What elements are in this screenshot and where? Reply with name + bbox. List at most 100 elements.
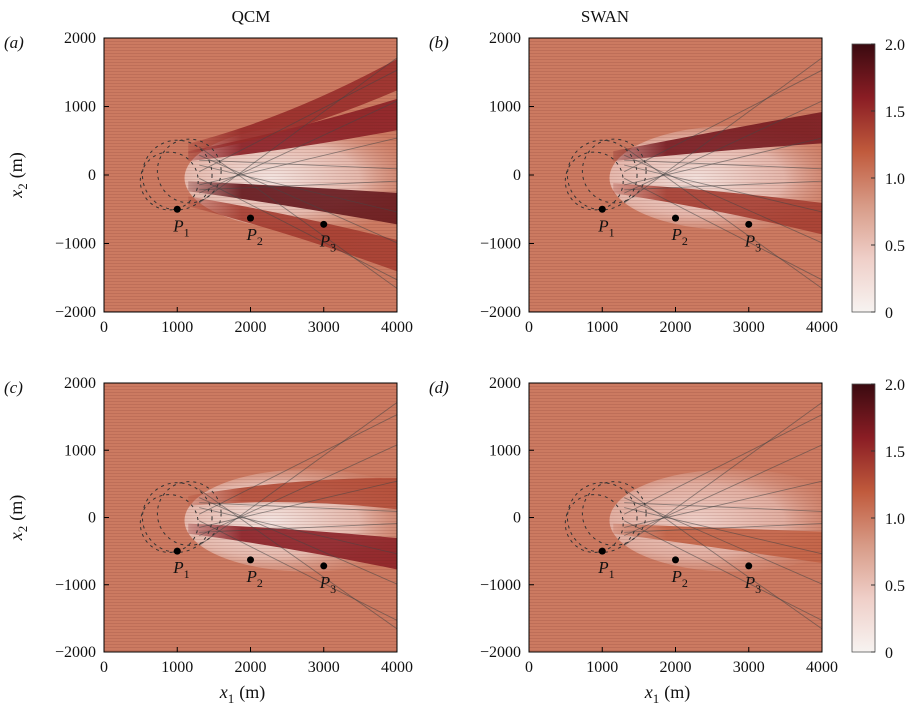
x-tick-label: 4000 <box>806 659 838 676</box>
ray-line <box>199 137 397 186</box>
ray-line <box>624 507 822 555</box>
x-tick-label: 1000 <box>161 659 193 676</box>
y-tick-label: 2000 <box>489 30 521 47</box>
y-tick-label: 2000 <box>489 375 521 392</box>
point-marker <box>598 205 606 213</box>
y-tick-label: −2000 <box>55 644 96 661</box>
colorbar-tick-label: 1.0 <box>885 171 905 188</box>
panel-label: (a) <box>4 33 24 52</box>
scatterer-outline <box>566 139 638 211</box>
point-marker <box>247 556 254 564</box>
x-tick-label: 4000 <box>381 659 413 676</box>
panel-label: (c) <box>4 378 23 397</box>
ray-line <box>199 507 397 555</box>
column-title-swan: SWAN <box>581 7 629 26</box>
ray-line <box>199 414 397 515</box>
ray-line <box>198 402 397 546</box>
point-label-sub: 2 <box>682 234 688 248</box>
ray-line <box>623 57 822 204</box>
y-tick-label: −1000 <box>55 236 96 253</box>
colorbar-tick-label: 0.5 <box>885 578 905 595</box>
ray-line <box>199 100 397 194</box>
x-tick-label: 0 <box>525 319 533 336</box>
colorbar-tick-label: 0.5 <box>885 238 905 255</box>
ray-line <box>624 137 822 186</box>
scatterer-outline <box>156 138 222 204</box>
hatch-overlay <box>529 383 822 652</box>
point-label-sub: 3 <box>330 240 336 254</box>
heatmap-field <box>104 383 397 652</box>
ray-line <box>199 480 397 528</box>
point-label-sub: 1 <box>609 567 615 581</box>
point-label-sub: 3 <box>330 582 336 596</box>
point-marker <box>672 556 679 564</box>
ray-line <box>199 69 397 173</box>
point-marker <box>173 547 181 555</box>
ray-line <box>624 444 822 537</box>
ray-line <box>199 164 397 213</box>
colorbar-tick-label: 2.0 <box>885 37 905 54</box>
ray-line <box>624 164 822 213</box>
point-marker <box>247 214 254 222</box>
y-tick-label: 1000 <box>489 99 521 116</box>
x-tick-label: 1000 <box>161 319 193 336</box>
x-tick-label: 0 <box>100 319 108 336</box>
colorbar-tick-label: 1.5 <box>885 104 905 121</box>
ray-line <box>199 520 397 621</box>
panel-label: (b) <box>429 33 449 52</box>
ray-line <box>623 402 822 546</box>
point-label-sub: 2 <box>682 576 688 590</box>
x-axis-label: x1 (m) <box>219 682 266 706</box>
hatch-overlay <box>529 38 822 312</box>
point-label-sub: 2 <box>257 576 263 590</box>
column-title-qcm: QCM <box>232 7 271 26</box>
ray-line <box>624 154 822 244</box>
ray-line <box>623 489 822 630</box>
point-marker <box>745 562 753 570</box>
panel-label: (d) <box>429 378 449 397</box>
x-tick-label: 2000 <box>660 659 692 676</box>
colorbar-tick-label: 0 <box>885 305 893 322</box>
y-tick-label: 2000 <box>64 375 96 392</box>
ray-line <box>624 177 822 281</box>
x-axis-label: x1 (m) <box>644 682 691 706</box>
x-tick-label: 0 <box>525 659 533 676</box>
ray-line <box>624 159 822 170</box>
heatmap-field <box>529 383 822 652</box>
ray-line <box>198 489 397 630</box>
heatmap-field <box>104 38 397 312</box>
ray-line <box>624 497 822 585</box>
ray-line <box>624 69 822 173</box>
x-tick-label: 1000 <box>586 319 618 336</box>
ray-line <box>199 444 397 537</box>
ray-line <box>199 159 397 170</box>
y-tick-label: 1000 <box>64 99 96 116</box>
y-tick-label: 0 <box>513 510 521 527</box>
y-axis-label: x2(m) <box>6 495 30 542</box>
x-tick-label: 3000 <box>308 319 340 336</box>
scatterer-outline <box>139 151 199 211</box>
ray-line <box>199 180 397 191</box>
ray-line <box>199 497 397 585</box>
scatterer-outline <box>564 494 624 553</box>
y-tick-label: 1000 <box>64 442 96 459</box>
y-tick-label: −2000 <box>480 644 521 661</box>
ray-line <box>624 502 822 512</box>
x-tick-label: 2000 <box>235 319 267 336</box>
scatterer-outline <box>139 494 199 553</box>
y-tick-label: −1000 <box>480 577 521 594</box>
ray-line <box>624 480 822 528</box>
ray-line <box>624 523 822 533</box>
point-label-sub: 3 <box>755 582 761 596</box>
colorbar-tick-label: 1.0 <box>885 511 905 528</box>
y-tick-label: −2000 <box>55 304 96 321</box>
x-tick-label: 0 <box>100 659 108 676</box>
point-label-sub: 2 <box>257 234 263 248</box>
ray-line <box>624 520 822 621</box>
point-label-sub: 3 <box>755 240 761 254</box>
point-marker <box>745 220 753 228</box>
hatch-overlay <box>104 383 397 652</box>
